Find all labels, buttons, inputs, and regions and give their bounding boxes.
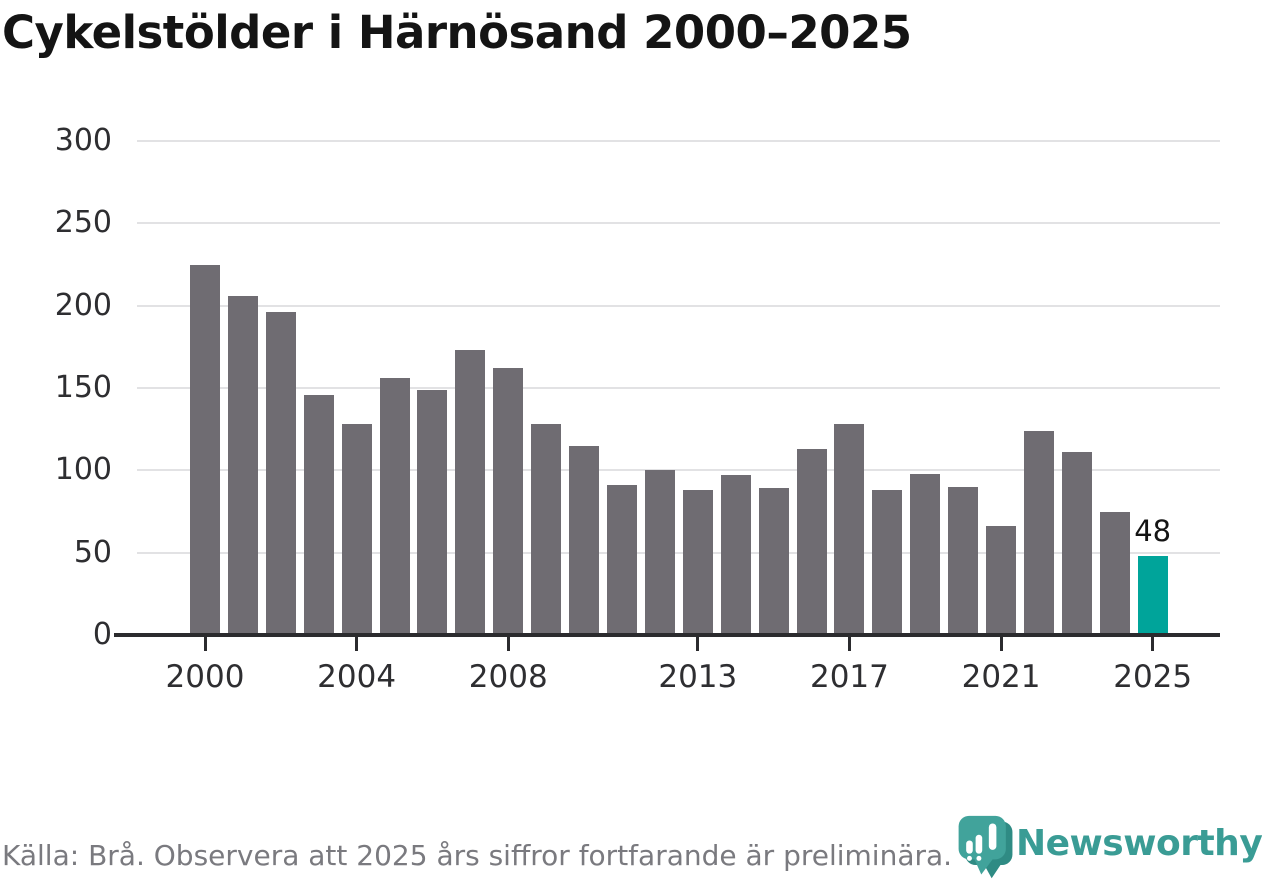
page-title: Cykelstölder i Härnösand 2000–2025 <box>2 6 912 59</box>
footer-source-text: Källa: Brå. Observera att 2025 års siffr… <box>2 839 953 872</box>
gridline-y-50 <box>137 551 1220 554</box>
y-tick-label: 50 <box>73 534 112 570</box>
bar-2021 <box>986 526 1017 635</box>
gridline-y-300 <box>137 140 1220 142</box>
bar-2022 <box>1023 430 1054 635</box>
bar-2001 <box>227 295 258 635</box>
x-tick-label-2013: 2013 <box>658 659 738 695</box>
bar-2024 <box>1099 511 1130 635</box>
y-tick-label: 200 <box>54 287 112 323</box>
bar-2003 <box>303 394 334 635</box>
x-tick-2017 <box>847 636 851 651</box>
y-tick-label: 100 <box>54 452 112 488</box>
bar-2000 <box>190 264 220 635</box>
bar-2023 <box>1061 452 1092 635</box>
x-tick-2021 <box>999 636 1003 651</box>
x-tick-2004 <box>355 636 359 651</box>
bar-highlighted-2025 <box>1137 555 1168 635</box>
x-tick-label-2025: 2025 <box>1113 659 1193 695</box>
bar-2007 <box>455 350 486 635</box>
x-tick-2025 <box>1151 636 1155 651</box>
bar-2018 <box>872 490 903 635</box>
newsworthy-logo: Newsworthy <box>946 810 1262 879</box>
y-tick-label: 150 <box>54 370 112 405</box>
bar-2008 <box>493 368 524 635</box>
x-axis-line <box>114 633 1220 637</box>
x-tick-2013 <box>696 636 700 651</box>
x-tick-label-2000: 2000 <box>165 659 245 695</box>
x-tick-2000 <box>203 636 207 651</box>
bar-2009 <box>531 424 562 635</box>
gridline-y-100 <box>137 469 1220 472</box>
y-tick-label: 300 <box>54 123 112 158</box>
gridline-y-200 <box>137 304 1220 307</box>
x-tick-label-2017: 2017 <box>809 659 889 695</box>
y-tick-label: 250 <box>54 205 112 241</box>
bar-2015 <box>758 488 789 635</box>
bar-2013 <box>682 490 713 635</box>
bar-2002 <box>265 312 296 635</box>
bar-2012 <box>644 470 675 635</box>
x-tick-2008 <box>506 636 510 651</box>
x-tick-label-2004: 2004 <box>317 659 397 695</box>
newsworthy-wordmark: Newsworthy <box>1016 823 1262 864</box>
newsworthy-pin-icon <box>958 815 1013 879</box>
x-tick-label-2008: 2008 <box>468 659 548 695</box>
bar-2017 <box>834 424 865 635</box>
bar-2010 <box>569 445 600 635</box>
bar-2020 <box>948 486 979 635</box>
bar-2011 <box>606 485 637 635</box>
bar-value-label: 48 <box>1134 513 1172 548</box>
bar-2006 <box>417 389 448 635</box>
bar-2005 <box>379 378 410 635</box>
gridline-y-250 <box>137 222 1220 225</box>
bar-2014 <box>720 475 751 635</box>
gridline-y-150 <box>137 387 1220 389</box>
x-tick-label-2021: 2021 <box>961 659 1041 695</box>
y-tick-label: 0 <box>92 617 112 652</box>
bar-2004 <box>341 424 372 635</box>
bar-2016 <box>796 448 827 635</box>
bar-2019 <box>910 473 941 635</box>
